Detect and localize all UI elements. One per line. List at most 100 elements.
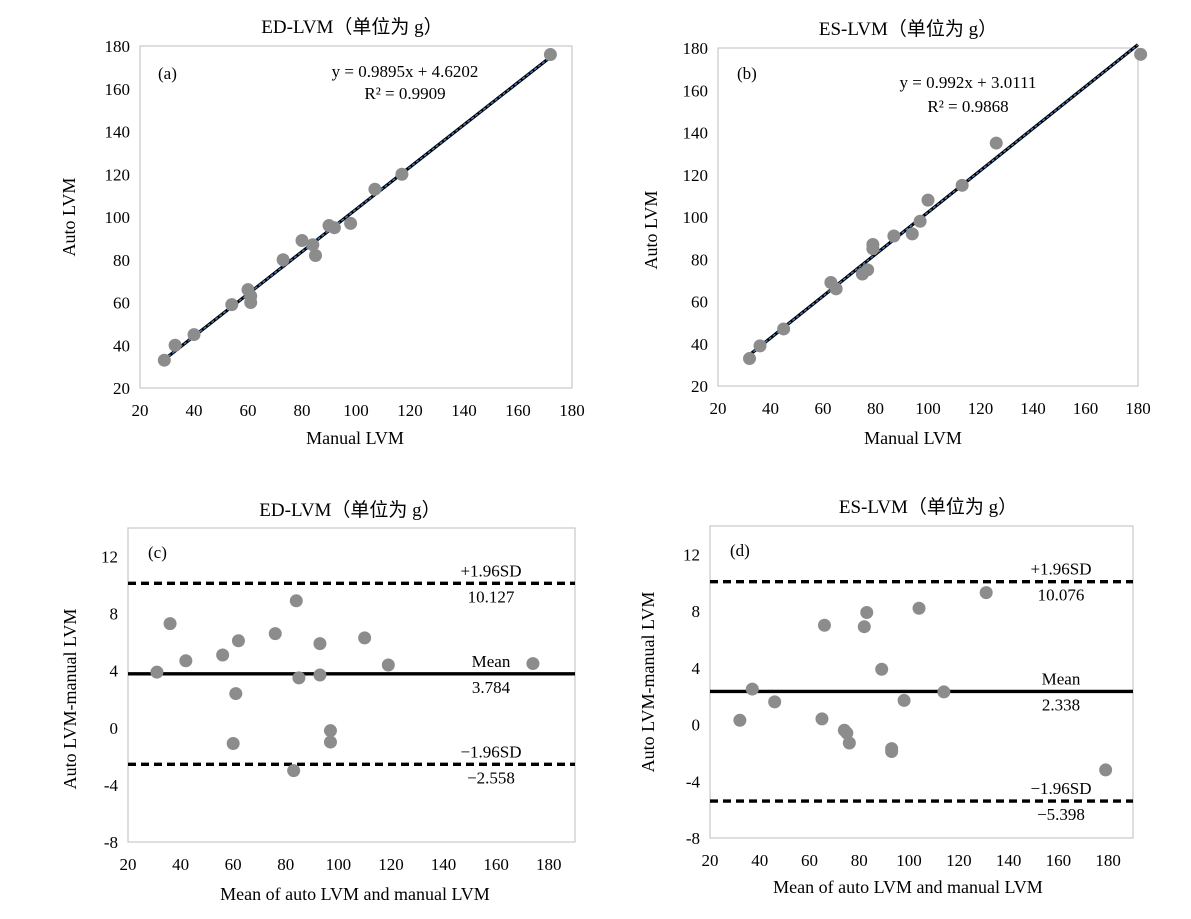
y-tick-label: 100	[683, 208, 709, 227]
x-tick-label: 120	[378, 855, 404, 874]
chart-title: ES-LVM（单位为 g）	[839, 496, 1017, 518]
x-tick-label: 40	[762, 399, 779, 418]
x-tick-label: 40	[186, 401, 203, 420]
plot-area	[717, 47, 1139, 387]
data-point	[857, 620, 871, 634]
chart-title: ES-LVM（单位为 g）	[819, 18, 997, 40]
data-point	[292, 671, 306, 685]
data-point	[1134, 47, 1148, 61]
y-tick-label: 160	[105, 80, 131, 99]
data-point	[955, 178, 969, 192]
regression-equation: y = 0.992x + 3.0111	[900, 73, 1037, 92]
data-point	[358, 631, 372, 645]
y-tick-label: 20	[113, 379, 130, 398]
x-tick-label: 60	[225, 855, 242, 874]
y-tick-label: 180	[683, 39, 709, 58]
y-axis-label: Auto LVM	[641, 191, 661, 270]
data-point	[216, 648, 230, 662]
x-tick-label: 180	[536, 855, 562, 874]
x-tick-label: 140	[451, 401, 477, 420]
chart-title: ED-LVM（单位为 g）	[259, 499, 440, 521]
panel-label: (b)	[737, 64, 757, 83]
data-point	[842, 736, 856, 750]
x-tick-label: 140	[996, 851, 1022, 870]
x-tick-label: 80	[867, 399, 884, 418]
data-point	[295, 234, 309, 248]
x-tick-label: 40	[751, 851, 768, 870]
data-point	[163, 617, 177, 631]
data-point	[276, 253, 290, 267]
y-tick-label: 12	[683, 545, 700, 564]
y-tick-label: 20	[691, 377, 708, 396]
x-tick-label: 80	[851, 851, 868, 870]
y-tick-label: 4	[110, 662, 119, 681]
chart-panel-b: ES-LVM（单位为 g） (b) 20 40 60 80 100 120 140 160 180 2…	[641, 18, 1151, 448]
y-tick-label: 60	[691, 293, 708, 312]
x-tick-label: 60	[815, 399, 832, 418]
x-tick-label: 20	[702, 851, 719, 870]
y-tick-label: 80	[691, 250, 708, 269]
x-tick-label: 140	[1020, 399, 1046, 418]
data-point	[768, 695, 782, 709]
x-tick-label: 180	[1125, 399, 1151, 418]
y-tick-label: 8	[692, 602, 701, 621]
lower-limit-line-value: −5.398	[1037, 805, 1085, 824]
upper-limit-line-label: +1.96SD	[460, 561, 521, 580]
data-point	[327, 221, 341, 235]
data-point	[829, 282, 843, 296]
x-tick-label: 20	[120, 855, 137, 874]
data-point	[1099, 763, 1113, 777]
mean-line-label: Mean	[472, 652, 511, 671]
y-axis-label: Auto LVM-manual LVM	[638, 592, 658, 773]
plot-area	[709, 525, 1134, 839]
upper-limit-line-label: +1.96SD	[1030, 560, 1091, 579]
data-point	[231, 634, 245, 648]
x-tick-label: 20	[132, 401, 149, 420]
x-tick-label: 120	[397, 401, 423, 420]
x-tick-label: 180	[559, 401, 585, 420]
lower-limit-line-label: −1.96SD	[1030, 779, 1091, 798]
plot-area	[139, 45, 573, 389]
y-tick-label: 140	[683, 124, 709, 143]
x-tick-label: 180	[1095, 851, 1121, 870]
data-point	[150, 665, 164, 679]
x-tick-label: 160	[1073, 399, 1099, 418]
data-point	[861, 263, 875, 277]
data-point	[168, 338, 182, 352]
data-point	[157, 353, 171, 367]
data-point	[897, 693, 911, 707]
y-tick-label: 4	[692, 659, 701, 678]
panel-label: (d)	[730, 541, 750, 560]
x-tick-label: 160	[505, 401, 531, 420]
data-point	[289, 594, 303, 608]
data-point	[313, 637, 327, 651]
data-point	[979, 586, 993, 600]
data-point	[860, 606, 874, 620]
data-point	[313, 668, 327, 682]
data-point	[840, 726, 854, 740]
data-point	[743, 352, 756, 366]
mean-line-value: 2.338	[1042, 695, 1080, 714]
x-tick-label: 100	[326, 855, 352, 874]
y-tick-label: 140	[105, 123, 131, 142]
data-point	[887, 229, 901, 243]
data-point	[905, 227, 919, 241]
upper-limit-line-value: 10.127	[468, 587, 515, 606]
lower-limit-line-value: −2.558	[467, 768, 515, 787]
data-point	[817, 618, 831, 632]
data-point	[543, 48, 557, 62]
panel-label: (c)	[148, 543, 167, 562]
x-tick-label: 60	[801, 851, 818, 870]
data-point	[323, 735, 337, 749]
regression-equation: y = 0.9895x + 4.6202	[332, 62, 479, 81]
data-point	[875, 662, 889, 676]
data-point	[306, 238, 320, 252]
x-tick-label: 160	[483, 855, 509, 874]
data-point	[225, 298, 239, 312]
y-tick-label: -8	[686, 829, 700, 848]
x-axis-label: Mean of auto LVM and manual LVM	[220, 884, 490, 904]
lower-limit-line-label: −1.96SD	[460, 742, 521, 761]
data-point	[989, 136, 1003, 150]
data-point	[913, 214, 927, 228]
